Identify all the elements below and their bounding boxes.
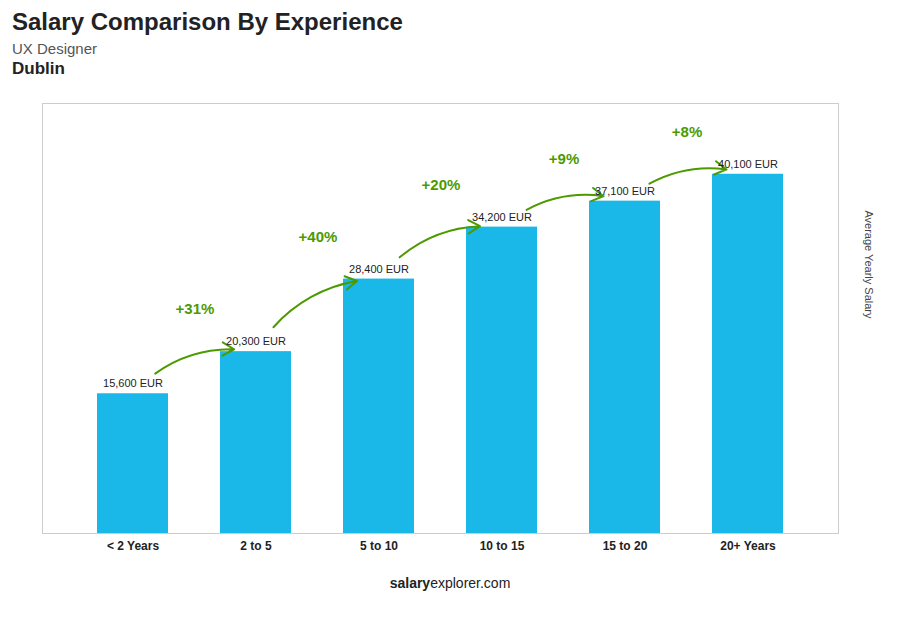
svg-text:40,100 EUR: 40,100 EUR	[718, 158, 778, 170]
svg-text:+40%: +40%	[299, 228, 338, 245]
html-text:Salary Comparison By Experienc: Salary Comparison By Experience	[12, 8, 403, 35]
svg-text:28,400 EUR: 28,400 EUR	[349, 263, 409, 275]
html-text:salary explorer.com: salary explorer.com	[389, 575, 511, 591]
svg-text:15 to 20: 15 to 20	[603, 539, 648, 553]
svg-text:Average Yearly Salary: Average Yearly Salary	[863, 210, 875, 319]
svg-text:+8%: +8%	[672, 123, 702, 140]
html-text:Dublin: Dublin	[12, 59, 65, 78]
svg-text:20,300 EUR: 20,300 EUR	[226, 335, 286, 347]
svg-text:2 to 5: 2 to 5	[240, 539, 272, 553]
svg-text:+20%: +20%	[422, 176, 461, 193]
svg-text:+9%: +9%	[549, 150, 579, 167]
svg-text:< 2 Years: < 2 Years	[107, 539, 159, 553]
svg-text:10 to 15: 10 to 15	[480, 539, 525, 553]
svg-text:5 to 10: 5 to 10	[360, 539, 398, 553]
svg-text:20+ Years: 20+ Years	[720, 539, 776, 553]
html-text:UX Designer: UX Designer	[12, 40, 97, 57]
svg-text:37,100 EUR: 37,100 EUR	[595, 185, 655, 197]
svg-text:34,200 EUR: 34,200 EUR	[472, 211, 532, 223]
svg-text:+31%: +31%	[176, 300, 215, 317]
svg-text:15,600 EUR: 15,600 EUR	[103, 377, 163, 389]
